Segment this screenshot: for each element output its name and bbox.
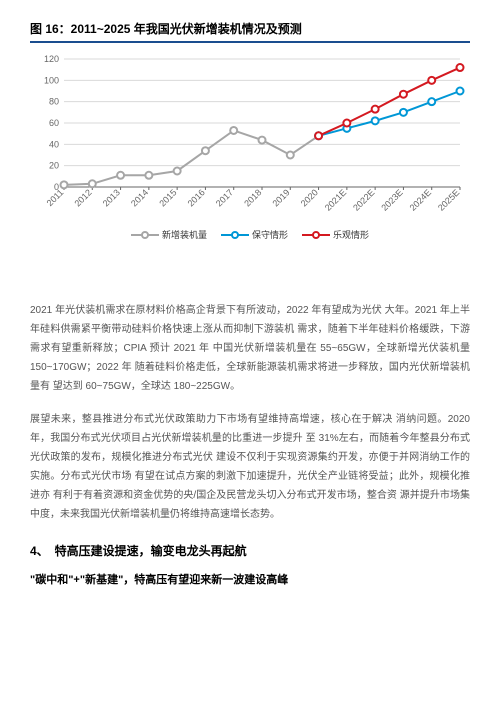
svg-text:100: 100: [44, 75, 59, 85]
svg-text:2023E: 2023E: [379, 187, 404, 212]
legend-item: 乐观情形: [302, 228, 369, 241]
svg-text:2015: 2015: [157, 187, 178, 208]
paragraph-1: 2021 年光伏装机需求在原材料价格高企背景下有所波动，2022 年有望成为光伏…: [30, 301, 470, 396]
legend-item: 保守情形: [221, 228, 288, 241]
svg-text:2020: 2020: [299, 187, 320, 208]
line-chart: 0204060801001202011201220132014201520162…: [30, 51, 470, 241]
svg-text:2021E: 2021E: [323, 187, 348, 212]
svg-text:40: 40: [49, 139, 59, 149]
svg-text:2025E: 2025E: [436, 187, 461, 212]
chart-svg: 0204060801001202011201220132014201520162…: [30, 51, 470, 221]
legend-item: 新增装机量: [131, 228, 207, 241]
chart-title-underline: [30, 41, 470, 43]
svg-text:2022E: 2022E: [351, 187, 376, 212]
paragraph-2: 展望未来，整县推进分布式光伏政策助力下市场有望维持高增速，核心在于解决 消纳问题…: [30, 410, 470, 524]
section-heading: 4、 特高压建设提速，输变电龙头再起航: [30, 542, 470, 559]
svg-text:120: 120: [44, 54, 59, 64]
svg-text:2012: 2012: [72, 187, 93, 208]
svg-text:2016: 2016: [186, 187, 207, 208]
svg-text:2011: 2011: [45, 187, 66, 208]
svg-text:20: 20: [49, 161, 59, 171]
svg-text:60: 60: [49, 118, 59, 128]
svg-text:2024E: 2024E: [408, 187, 433, 212]
chart-title: 图 16：2011~2025 年我国光伏新增装机情况及预测: [30, 20, 470, 37]
svg-text:2013: 2013: [101, 187, 122, 208]
svg-text:2018: 2018: [242, 187, 263, 208]
section-subheading: "碳中和"+"新基建"，特高压有望迎来新一波建设高峰: [30, 571, 470, 587]
svg-text:2017: 2017: [214, 187, 235, 208]
svg-text:80: 80: [49, 97, 59, 107]
chart-legend: 新增装机量 保守情形 乐观情形: [30, 228, 470, 241]
svg-text:2019: 2019: [270, 187, 291, 208]
svg-text:2014: 2014: [129, 187, 150, 208]
